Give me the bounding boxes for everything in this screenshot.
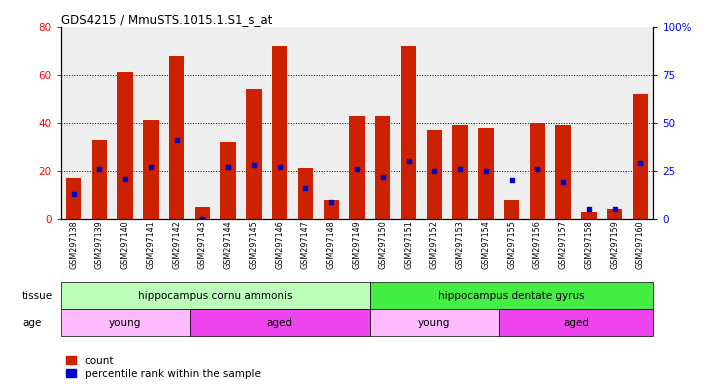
Point (351, 166, 363, 172)
Point (635, 160, 646, 166)
Bar (298, 169, 313, 219)
Bar (633, 94, 648, 219)
Bar (555, 125, 571, 219)
Bar (323, 200, 339, 219)
Point (223, 164, 234, 170)
Bar (453, 125, 468, 219)
Point (196, 216, 208, 222)
Point (248, 162, 260, 168)
Bar (504, 200, 519, 219)
Text: age: age (22, 318, 41, 328)
Bar (478, 127, 493, 219)
Bar (61, 309, 189, 336)
Bar (195, 207, 210, 219)
Bar (189, 309, 370, 336)
Point (428, 168, 440, 174)
Bar (66, 178, 81, 219)
Point (532, 166, 543, 172)
Point (454, 166, 466, 172)
Bar (530, 123, 545, 219)
Point (377, 174, 388, 180)
Text: young: young (109, 318, 141, 328)
Point (558, 179, 569, 185)
Bar (143, 121, 159, 219)
Point (119, 175, 131, 182)
Point (94, 166, 105, 172)
Text: aged: aged (563, 318, 589, 328)
Point (300, 185, 311, 191)
Bar (117, 73, 133, 219)
Point (583, 206, 595, 212)
Bar (91, 140, 107, 219)
Bar (401, 46, 416, 219)
Bar (607, 209, 623, 219)
Bar (581, 212, 597, 219)
Point (506, 177, 518, 184)
Point (609, 206, 620, 212)
Bar (426, 130, 442, 219)
Text: hippocampus cornu ammonis: hippocampus cornu ammonis (138, 291, 293, 301)
Point (274, 164, 286, 170)
Text: aged: aged (267, 318, 293, 328)
Text: tissue: tissue (22, 291, 53, 301)
Bar (498, 309, 653, 336)
Point (145, 164, 156, 170)
Legend: count, percentile rank within the sample: count, percentile rank within the sample (66, 356, 261, 379)
Point (403, 158, 414, 164)
Bar (61, 282, 370, 309)
Bar (169, 56, 184, 219)
Text: GDS4215 / MmuSTS.1015.1.S1_s_at: GDS4215 / MmuSTS.1015.1.S1_s_at (61, 13, 272, 26)
Text: hippocampus dentate gyrus: hippocampus dentate gyrus (438, 291, 585, 301)
Bar (272, 46, 288, 219)
Text: young: young (418, 318, 451, 328)
Bar (375, 116, 391, 219)
Point (68, 191, 79, 197)
Bar (370, 282, 653, 309)
Point (480, 168, 491, 174)
Point (326, 199, 337, 205)
Bar (246, 89, 261, 219)
Bar (221, 142, 236, 219)
Point (171, 137, 182, 143)
Bar (370, 309, 498, 336)
Bar (349, 116, 365, 219)
